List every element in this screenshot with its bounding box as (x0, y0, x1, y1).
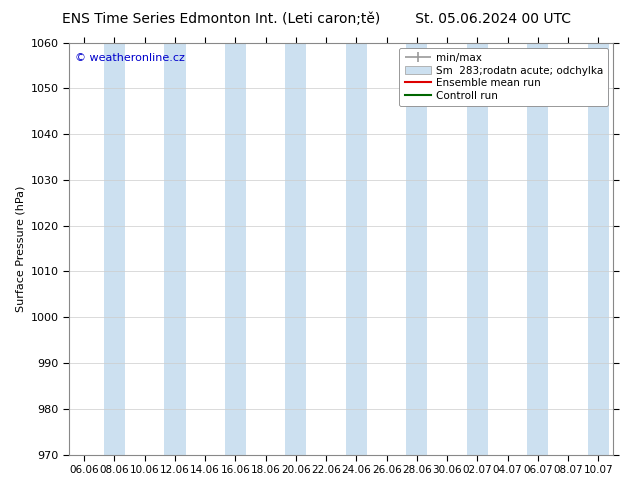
Legend: min/max, Sm  283;rodatn acute; odchylka, Ensemble mean run, Controll run: min/max, Sm 283;rodatn acute; odchylka, … (399, 48, 608, 106)
Bar (164, 43, 186, 455)
Text: ENS Time Series Edmonton Int. (Leti caron;tě)        St. 05.06.2024 00 UTC: ENS Time Series Edmonton Int. (Leti caro… (63, 12, 571, 26)
Bar (104, 43, 125, 455)
Bar (406, 43, 427, 455)
Bar (527, 43, 548, 455)
Bar (285, 43, 306, 455)
Bar (588, 43, 609, 455)
Bar (346, 43, 367, 455)
Bar (225, 43, 246, 455)
Y-axis label: Surface Pressure (hPa): Surface Pressure (hPa) (15, 185, 25, 312)
Bar (467, 43, 488, 455)
Text: © weatheronline.cz: © weatheronline.cz (75, 53, 184, 63)
